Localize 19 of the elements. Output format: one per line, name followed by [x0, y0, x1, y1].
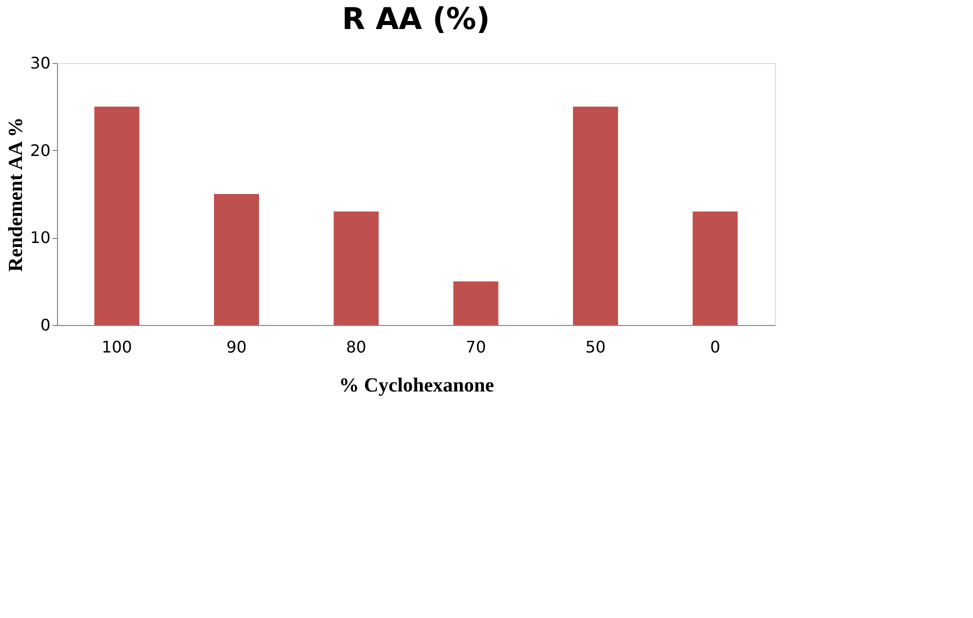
- x-tick-label: 80: [346, 338, 366, 356]
- chart-title: R AA (%): [342, 2, 490, 37]
- bar: [453, 281, 498, 325]
- x-tick-label: 70: [466, 338, 486, 356]
- x-tick-label: 100: [102, 338, 132, 356]
- y-axis-title: Rendement AA %: [5, 117, 28, 272]
- y-tick-label: 30: [30, 54, 50, 72]
- x-tick-label: 50: [585, 338, 606, 356]
- bar: [334, 211, 379, 325]
- y-tick-label: 10: [30, 228, 50, 248]
- x-tick-label: 90: [226, 338, 247, 356]
- bar: [214, 194, 259, 325]
- y-tick-label: 20: [30, 140, 50, 160]
- bar: [94, 106, 140, 325]
- x-tick-label: 0: [710, 338, 720, 356]
- y-tick-label: 0: [40, 316, 50, 334]
- x-axis-title: % Cyclohexanone: [339, 374, 494, 396]
- bar: [573, 106, 618, 325]
- bar: [692, 211, 738, 325]
